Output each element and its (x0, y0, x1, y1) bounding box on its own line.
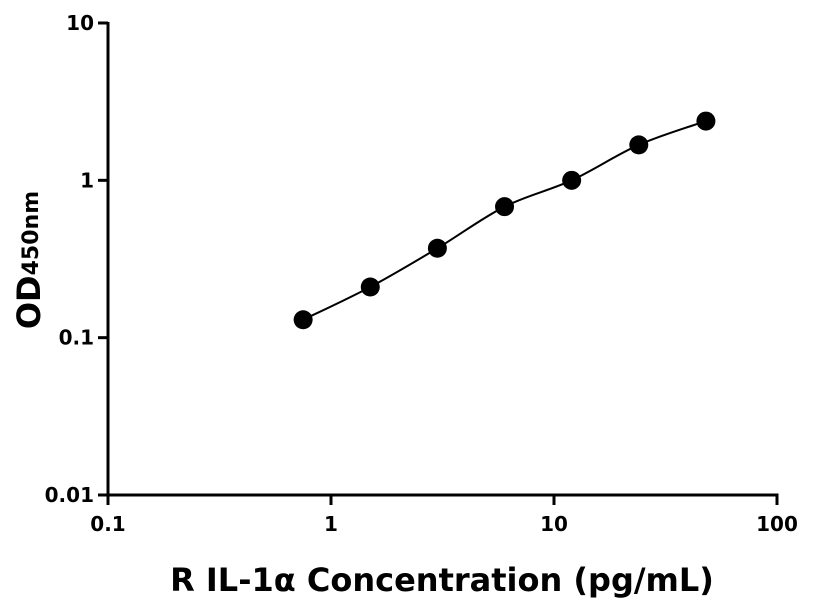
x-tick-label: 100 (756, 512, 798, 536)
y-axis-label-main: OD (10, 275, 48, 329)
y-axis-label: OD450nm (10, 191, 48, 329)
x-axis-label: R IL-1α Concentration (pg/mL) (170, 561, 714, 599)
data-point (360, 277, 380, 297)
data-point (495, 197, 515, 217)
data-point (427, 238, 447, 258)
y-axis-label-sub: 450nm (19, 191, 44, 276)
data-point (696, 111, 716, 131)
y-tick-label: 0.01 (45, 483, 94, 507)
x-tick-label: 10 (540, 512, 568, 536)
x-tick-label: 1 (324, 512, 338, 536)
y-tick-label: 10 (66, 11, 94, 35)
data-point (293, 310, 313, 330)
data-point (562, 170, 582, 190)
y-axis-label-group: OD450nm (10, 191, 48, 329)
y-tick-label: 0.1 (59, 326, 94, 350)
y-tick-label: 1 (80, 168, 94, 192)
x-tick-label: 0.1 (90, 512, 125, 536)
data-point (629, 135, 649, 155)
